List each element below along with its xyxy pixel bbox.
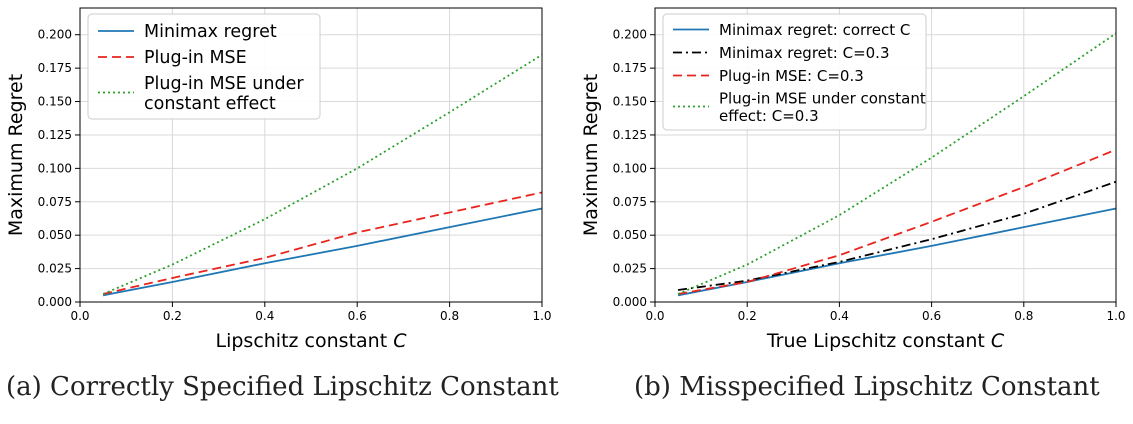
x-tick-label: 0.0 <box>70 309 89 323</box>
legend-label: Plug-in MSE under constant effect <box>144 74 304 114</box>
chart-panels: 0.0 0.2 0.4 0.6 0.8 1.0 0.000 0.025 0.050 0.075 0.… <box>5 7 1126 352</box>
legend-label: Plug-in MSE under constant effect: C=0.3 <box>719 90 926 125</box>
x-tick-label: 0.6 <box>348 309 367 323</box>
plot-frame <box>79 7 543 303</box>
x-tick-label: 1.0 <box>532 309 551 323</box>
series-line-2 <box>102 191 543 295</box>
y-tick-label: 0.050 <box>38 228 72 242</box>
series-line-1 <box>677 207 1117 297</box>
y-tick-label: 0.000 <box>38 295 72 309</box>
y-tick-label: 0.125 <box>38 128 72 142</box>
y-tick-label: 0.200 <box>613 28 647 42</box>
y-axis-label: Maximum Regret <box>5 74 27 236</box>
legend-label: Minimax regret: C=0.3 <box>719 44 890 62</box>
y-tick-label: 0.000 <box>613 295 647 309</box>
y-tick-label: 0.150 <box>38 95 72 109</box>
chart-panel-a: 0.0 0.2 0.4 0.6 0.8 1.0 0.000 0.025 0.050 0.075 0.… <box>5 7 552 352</box>
series-line-3 <box>102 54 543 295</box>
y-tick-label: 0.050 <box>613 228 647 242</box>
caption-b: (b) Misspecified Lipschitz Constant <box>634 372 1100 402</box>
plot-frame <box>654 7 1117 303</box>
legend: Minimax regret Plug-in MSE Plug-in MSE und… <box>87 13 321 120</box>
y-tick-label: 0.025 <box>613 262 647 276</box>
y-tick-label: 0.075 <box>38 195 72 209</box>
y-tick-label: 0.175 <box>613 61 647 75</box>
legend: Minimax regret: correct C Minimax regret:… <box>662 13 927 131</box>
x-tick-label: 0.4 <box>255 309 274 323</box>
legend-label: Plug-in MSE <box>144 48 247 68</box>
y-tick-label: 0.100 <box>38 161 72 175</box>
y-tick-label: 0.125 <box>613 128 647 142</box>
x-tick-label: 0.6 <box>922 309 941 323</box>
y-tick-label: 0.025 <box>38 262 72 276</box>
legend-label: Plug-in MSE: C=0.3 <box>719 67 864 85</box>
legend-box <box>662 13 927 131</box>
series-line-1 <box>102 207 543 297</box>
x-tick-label: 0.2 <box>163 309 182 323</box>
y-tick-label: 0.175 <box>38 61 72 75</box>
series-line-3 <box>677 148 1117 295</box>
legend-label: Minimax regret: correct C <box>719 21 910 39</box>
chart-panel-b: 0.0 0.2 0.4 0.6 0.8 1.0 0.000 0.025 0.050 0.075 0.… <box>580 7 1126 352</box>
x-tick-label: 0.8 <box>1014 309 1033 323</box>
x-tick-label: 0.4 <box>830 309 849 323</box>
y-tick-label: 0.100 <box>613 161 647 175</box>
x-axis-label: True Lipschitz constant C <box>766 330 1005 352</box>
x-tick-label: 0.8 <box>440 309 459 323</box>
y-tick-label: 0.075 <box>613 195 647 209</box>
x-tick-label: 0.0 <box>645 309 664 323</box>
legend-box <box>87 13 321 120</box>
y-tick-label: 0.200 <box>38 28 72 42</box>
y-tick-label: 0.150 <box>613 95 647 109</box>
x-tick-label: 0.2 <box>738 309 757 323</box>
y-axis-label: Maximum Regret <box>580 74 602 236</box>
caption-a: (a) Correctly Specified Lipschitz Consta… <box>6 372 559 402</box>
series-line-2 <box>677 180 1117 291</box>
legend-label: Minimax regret <box>144 22 277 42</box>
x-axis-label: Lipschitz constant C <box>216 330 408 352</box>
x-tick-label: 1.0 <box>1106 309 1125 323</box>
